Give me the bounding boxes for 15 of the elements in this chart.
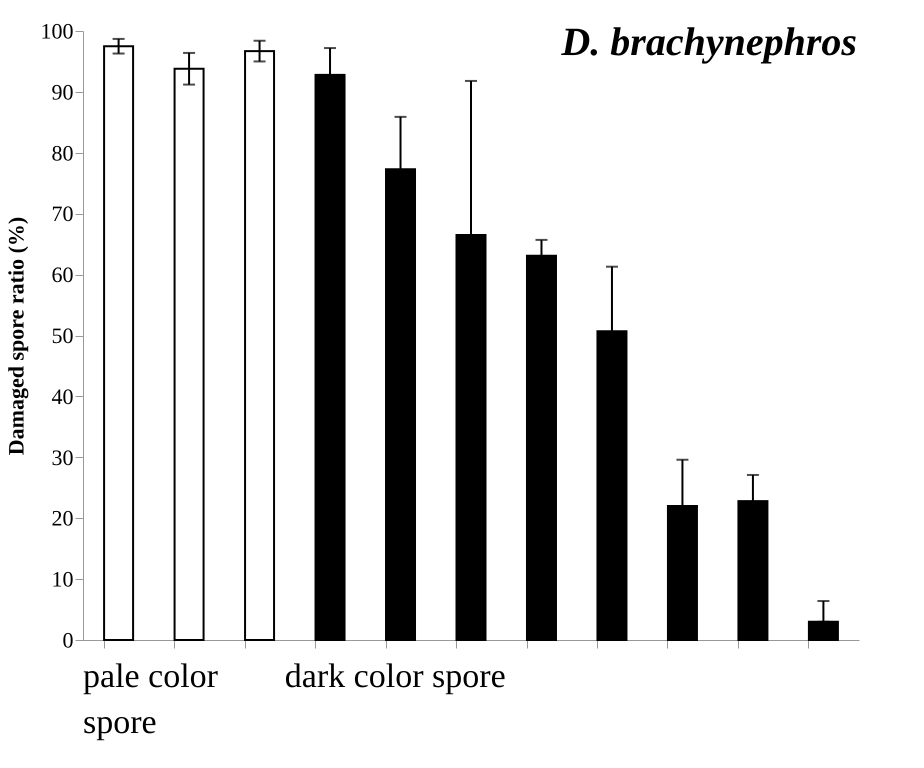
y-tick-label: 70	[52, 201, 74, 226]
y-tick-label: 60	[52, 262, 74, 288]
y-tick-label: 30	[52, 444, 74, 470]
y-axis-title: Damaged spore ratio (%)	[4, 216, 28, 456]
y-tick-label: 0	[62, 628, 74, 652]
y-tick-label: 20	[52, 506, 74, 531]
y-tick-label: 50	[52, 323, 74, 348]
y-tick-label: 80	[52, 140, 74, 166]
chart-title: D. brachynephros	[560, 19, 857, 64]
y-tick-label: 100	[40, 18, 74, 44]
text: pale color spore	[83, 658, 219, 741]
y-tick-label: 90	[52, 79, 74, 104]
text: dark color spore	[284, 658, 506, 695]
y-tick-label: 40	[52, 384, 74, 409]
y-tick-label: 10	[52, 566, 74, 592]
